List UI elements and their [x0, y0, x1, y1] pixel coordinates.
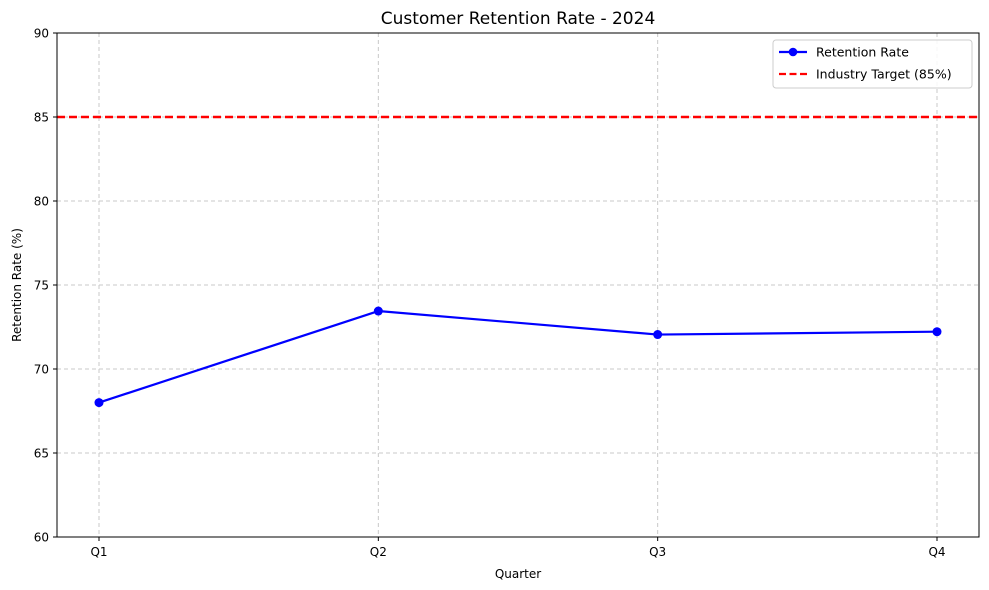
y-tick-label: 65 — [34, 447, 49, 461]
chart-title: Customer Retention Rate - 2024 — [381, 9, 656, 29]
y-tick-label: 90 — [34, 27, 49, 41]
data-point — [373, 306, 383, 316]
legend-box — [772, 39, 973, 89]
y-tick-label: 75 — [34, 279, 49, 293]
x-axis-label: Quarter — [495, 567, 541, 581]
y-tick-label: 80 — [34, 195, 49, 209]
y-tick-label: 60 — [34, 531, 49, 545]
x-tick-label: Q1 — [90, 545, 107, 559]
data-point — [653, 330, 663, 340]
plot-area — [57, 33, 979, 537]
data-point — [932, 327, 942, 337]
y-tick-label: 85 — [34, 111, 49, 125]
legend-label-industry-target: Industry Target (85%) — [816, 67, 952, 82]
y-axis-ticks: 60 65 70 75 80 85 90 — [34, 27, 57, 545]
x-tick-label: Q2 — [370, 545, 387, 559]
y-axis-label: Retention Rate (%) — [10, 228, 24, 342]
y-tick-label: 70 — [34, 363, 49, 377]
data-point — [94, 398, 104, 408]
series-layer — [94, 306, 942, 408]
retention-rate-line — [98, 309, 938, 404]
legend: Retention Rate Industry Target (85%) — [772, 39, 973, 89]
legend-marker-retention-rate — [788, 47, 798, 57]
legend-label-retention-rate: Retention Rate — [816, 45, 909, 60]
x-tick-label: Q3 — [649, 545, 666, 559]
x-tick-label: Q4 — [928, 545, 945, 559]
x-axis-ticks: Q1 Q2 Q3 Q4 — [90, 537, 946, 559]
